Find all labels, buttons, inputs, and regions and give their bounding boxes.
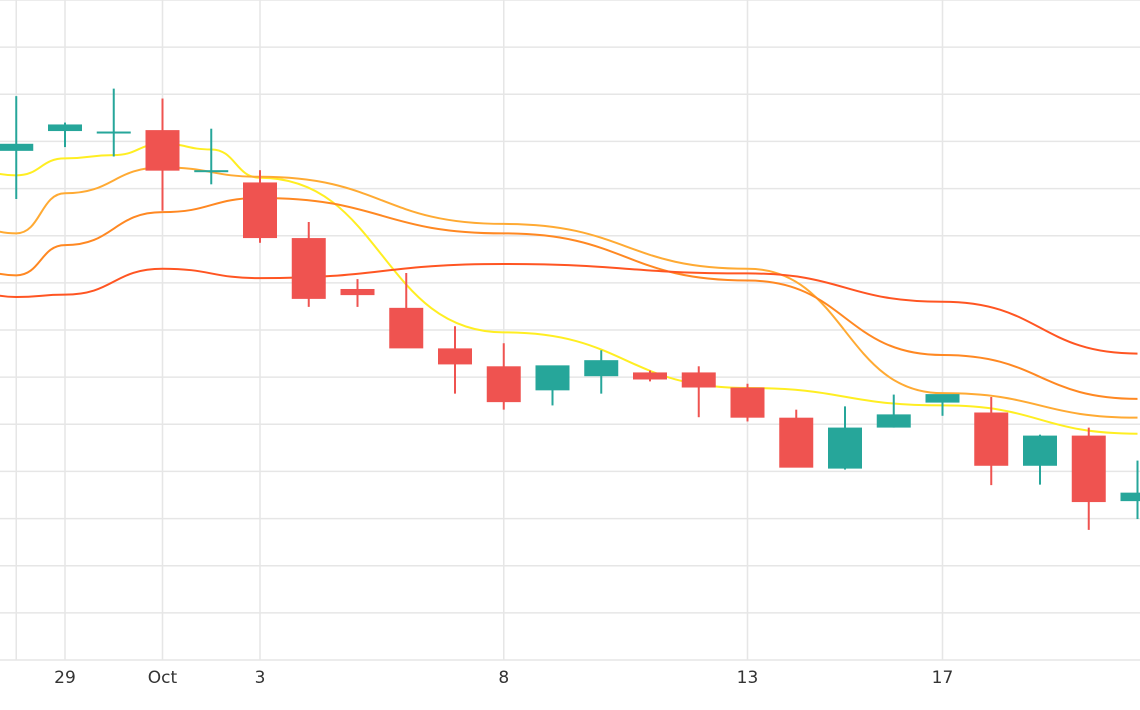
candle-decreasing [730,383,765,422]
x-tick-label: 17 [932,668,954,688]
moving-average-line [0,262,1138,355]
candle-increasing [0,96,34,199]
candle-decreasing [681,366,716,418]
candle-increasing [584,350,619,394]
x-tick-label: 29 [54,668,76,688]
candle-body [974,412,1009,466]
candle-body [1120,492,1140,502]
grid [0,0,1140,661]
candle-increasing [925,394,960,416]
candle-body [0,143,34,151]
candle-body [925,394,960,403]
candle-increasing [876,394,911,428]
candle-increasing [1120,460,1140,520]
candle-body [438,348,472,365]
candle-decreasing [633,370,667,382]
candle-increasing [194,128,229,185]
candle-body [1023,435,1057,466]
candle-decreasing [340,279,375,307]
candle-body [1071,435,1106,503]
candle-body [584,360,619,377]
candles [0,88,1140,530]
candle-decreasing [974,396,1009,486]
candle-decreasing [389,272,424,349]
x-tick-label: 3 [255,668,266,688]
candle-body [633,372,667,380]
moving-average-line [0,196,1138,400]
candle-body [145,130,180,171]
candle-decreasing [291,222,326,307]
candle-body [730,387,765,418]
candle-decreasing [145,98,180,211]
candle-body [291,238,326,299]
candle-body [48,124,82,132]
candle-body [876,414,911,428]
candle-body [194,170,229,173]
candle-body [828,427,862,469]
candle-body [96,131,131,134]
candle-body [243,182,277,239]
candle-increasing [535,365,570,406]
candle-decreasing [438,326,472,394]
x-tick-label: 13 [737,668,759,688]
x-tick-label: 8 [498,668,509,688]
candle-increasing [828,406,862,470]
candle-decreasing [779,409,814,468]
candle-body [681,372,716,388]
x-axis-tick-labels: 29Oct38131722 [54,668,954,688]
candle-increasing [1023,434,1057,485]
candle-body [340,288,375,296]
candle-decreasing [486,343,521,410]
candle-body [779,417,814,468]
candle-increasing [48,122,82,148]
moving-average-lines [0,142,1138,435]
candle-decreasing [1071,427,1106,530]
candle-body [486,366,521,403]
candle-decreasing [243,170,277,243]
moving-average-line [0,142,1138,435]
candle-body [389,307,424,349]
moving-average-line [0,166,1138,419]
candle-body [535,365,570,391]
x-tick-label: Oct [148,668,178,688]
candle-increasing [96,88,131,157]
